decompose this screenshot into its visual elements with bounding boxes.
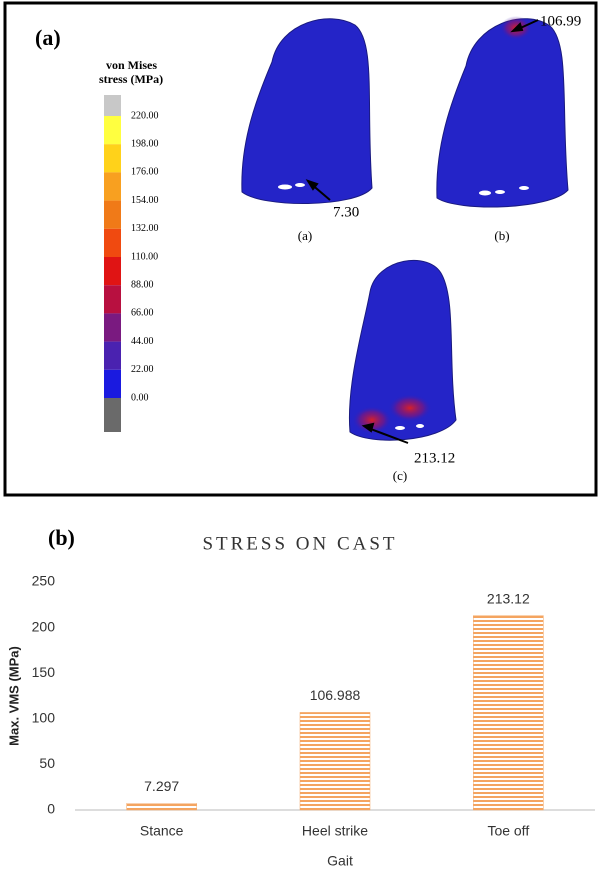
bar xyxy=(300,712,370,810)
chart-title: STRESS ON CAST xyxy=(202,533,397,554)
colorbar-tick-label: 22.00 xyxy=(131,364,154,375)
y-tick-label: 0 xyxy=(47,801,55,817)
figure: (a) von Mises stress (MPa) 220.00 198.00 1… xyxy=(0,0,601,874)
colorbar-band xyxy=(104,201,121,229)
colorbar-band xyxy=(104,144,121,172)
colorbar-band xyxy=(104,172,121,200)
colorbar: 220.00 198.00 176.00 154.00 132.00 110.00 88.0… xyxy=(104,95,159,432)
colorbar-tick-label: 88.00 xyxy=(131,279,154,290)
x-tick-label: Heel strike xyxy=(302,823,368,839)
colorbar-tick-label: 110.00 xyxy=(131,251,158,262)
colorbar-tick-label: 44.00 xyxy=(131,336,154,347)
colorbar-tick-label: 66.00 xyxy=(131,308,154,319)
x-tick-label: Toe off xyxy=(487,823,529,839)
plot: 0 50 100 150 200 250 Stance 7.297 Heel strike 106… xyxy=(32,573,595,839)
y-tick-label: 50 xyxy=(39,755,55,771)
x-tick-label: Stance xyxy=(140,823,184,839)
panel-label: (a) xyxy=(35,25,61,50)
colorbar-band xyxy=(104,116,121,144)
caption: (b) xyxy=(494,228,509,243)
colorbar-band xyxy=(104,313,121,341)
colorbar-band xyxy=(104,342,121,370)
panel-label: (b) xyxy=(48,525,75,550)
colorbar-band xyxy=(104,257,121,285)
y-tick-label: 150 xyxy=(32,664,56,680)
y-axis-label: Max. VMS (MPa) xyxy=(6,646,21,746)
caption: (c) xyxy=(393,468,407,483)
colorbar-under xyxy=(104,398,121,432)
annotation: 7.30 xyxy=(333,204,359,220)
bar xyxy=(473,616,543,810)
x-axis-label: Gait xyxy=(327,853,353,869)
legend-title: stress (MPa) xyxy=(99,72,163,86)
colorbar-tick-label: 132.00 xyxy=(131,223,159,234)
colorbar-tick-label: 220.00 xyxy=(131,110,159,121)
colorbar-band xyxy=(104,229,121,257)
annotation: 213.12 xyxy=(414,450,455,466)
y-tick-label: 250 xyxy=(32,573,56,589)
colorbar-band xyxy=(104,285,121,313)
bar xyxy=(127,803,197,810)
data-label: 213.12 xyxy=(487,590,530,606)
colorbar-tick-label: 198.00 xyxy=(131,138,159,149)
data-label: 7.297 xyxy=(144,778,179,794)
colorbar-over xyxy=(104,95,121,116)
colorbar-tick-label: 176.00 xyxy=(131,167,159,178)
colorbar-tick-label: 154.00 xyxy=(131,195,159,206)
cast-model xyxy=(242,16,568,443)
data-label: 106.988 xyxy=(310,687,361,703)
caption: (a) xyxy=(298,228,312,243)
y-tick-label: 100 xyxy=(32,710,56,726)
y-tick-label: 200 xyxy=(32,618,56,634)
colorbar-tick-label: 0.00 xyxy=(131,392,149,403)
legend-title: von Mises xyxy=(106,58,157,72)
colorbar-band xyxy=(104,370,121,398)
annotation: 106.99 xyxy=(540,13,581,29)
